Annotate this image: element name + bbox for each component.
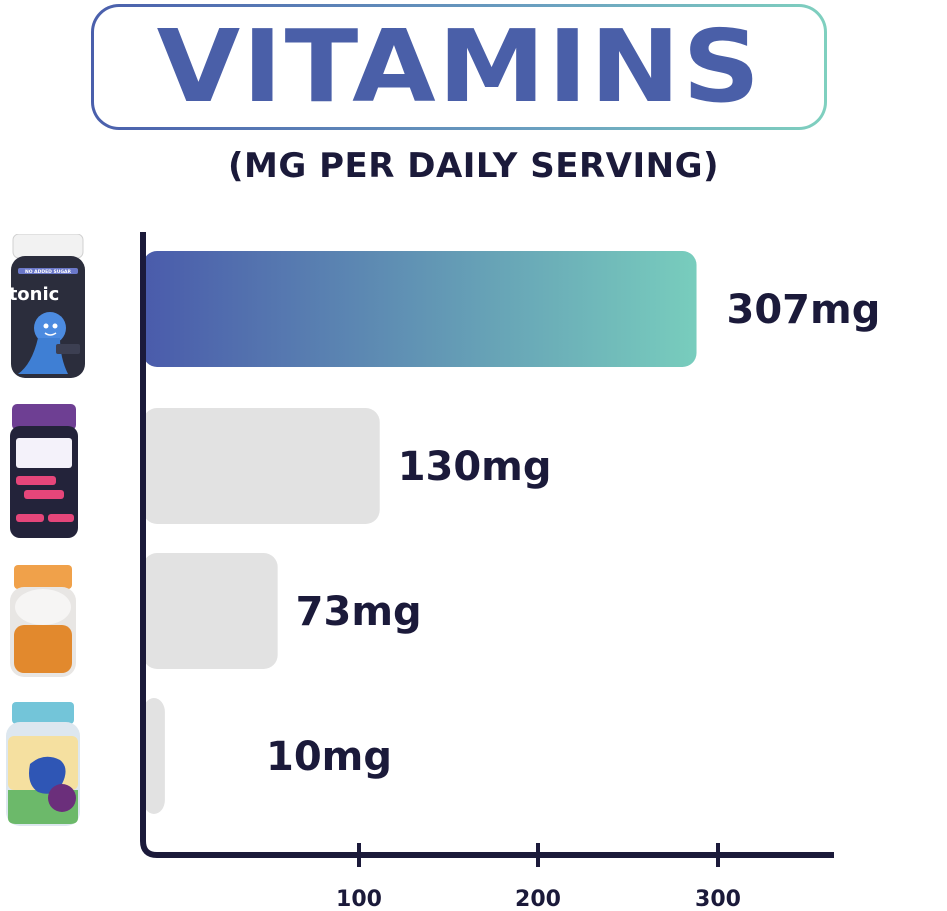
tonic-badge-text: NO ADDED SUGAR (25, 269, 72, 275)
tick-label-200: 200 (515, 887, 561, 911)
title-inner: VITAMINS (94, 7, 824, 127)
bar-4 (143, 698, 165, 814)
tick-label-100: 100 (336, 887, 382, 911)
tick-label-300: 300 (695, 887, 741, 911)
purple-bottle-icon (10, 404, 78, 538)
bar-1 (143, 251, 697, 367)
chart-title: VITAMINS (156, 8, 762, 125)
value-label-1: 307mg (727, 287, 881, 333)
bar-3 (143, 553, 278, 669)
value-label-2: 130mg (398, 444, 552, 490)
orange-pill-bottle-icon (10, 565, 76, 677)
bar-2 (143, 408, 380, 524)
value-label-4: 10mg (266, 734, 392, 780)
title-frame: VITAMINS (91, 4, 827, 130)
value-label-3: 73mg (296, 589, 422, 635)
colorful-jar-icon (6, 702, 80, 826)
axis-lines (140, 232, 834, 858)
tonic-gummies-jar-icon: NO ADDED SUGAR tonic (9, 234, 85, 378)
chart-subtitle: (MG PER DAILY SERVING) (227, 146, 720, 186)
tonic-brand-text: tonic (9, 284, 60, 305)
